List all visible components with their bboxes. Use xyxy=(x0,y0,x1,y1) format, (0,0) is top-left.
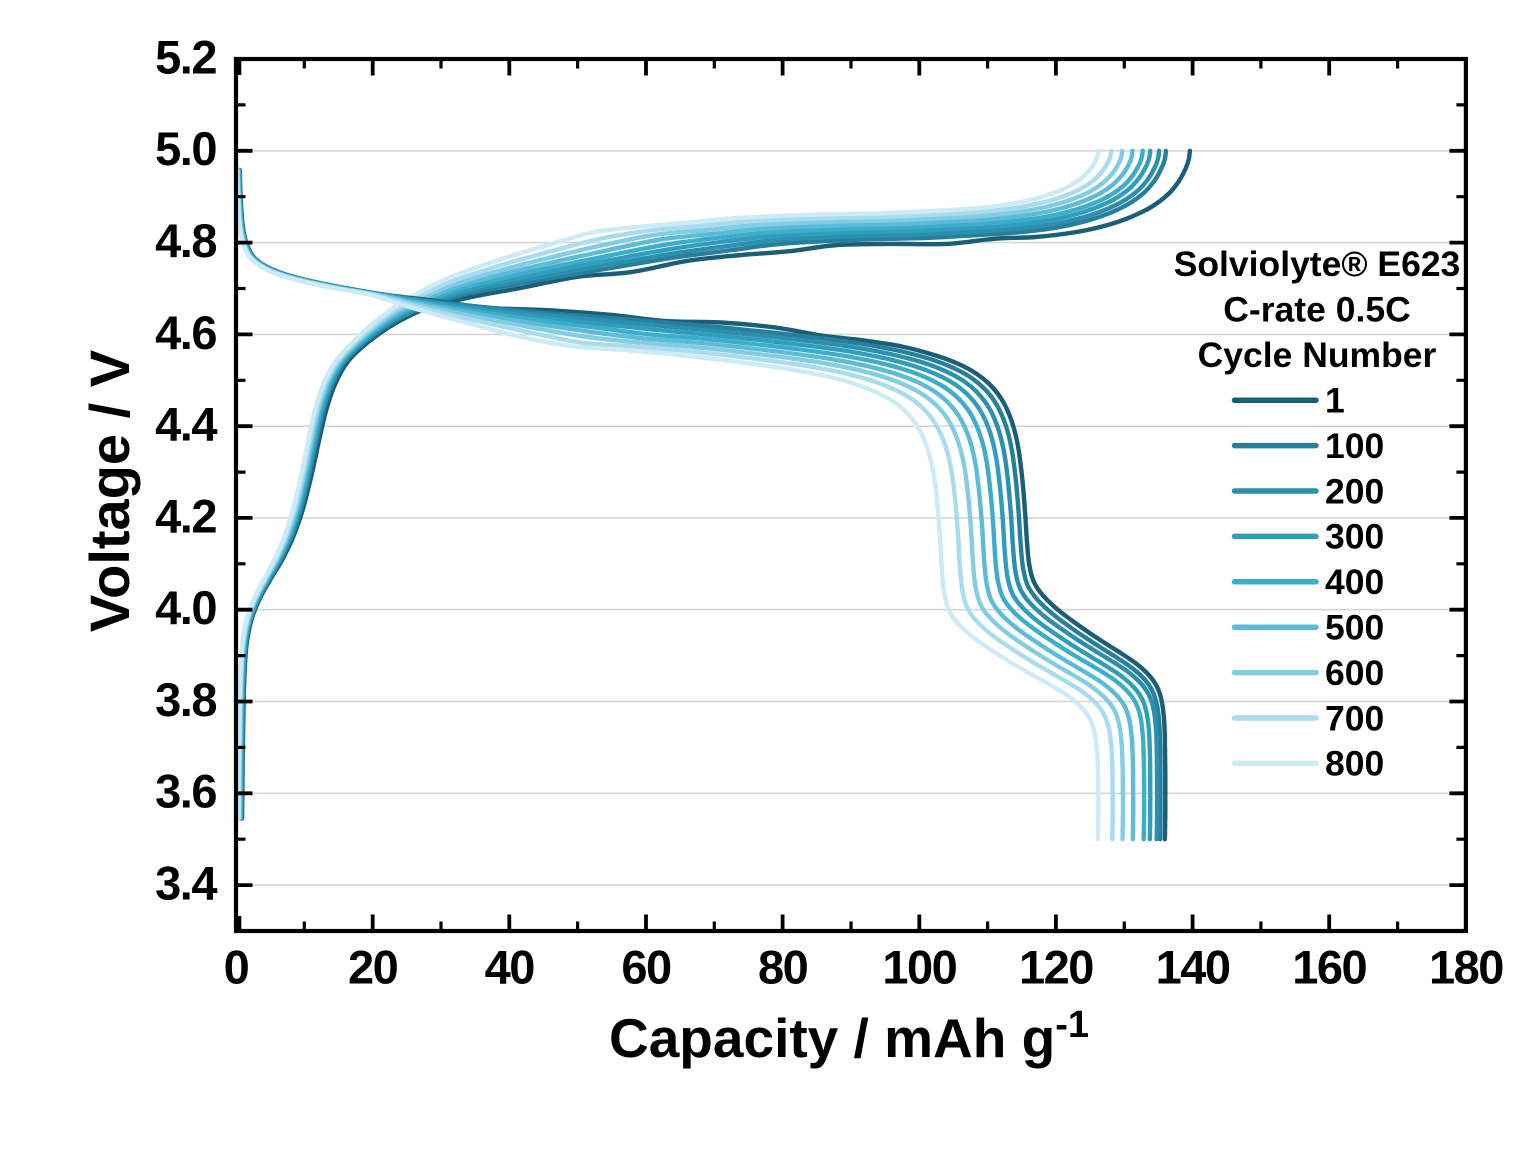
svg-text:20: 20 xyxy=(348,941,398,994)
svg-text:40: 40 xyxy=(485,941,535,994)
svg-text:4.6: 4.6 xyxy=(155,306,216,359)
svg-text:140: 140 xyxy=(1156,941,1230,994)
svg-text:100: 100 xyxy=(1325,426,1384,466)
svg-text:5.0: 5.0 xyxy=(155,122,216,175)
svg-text:500: 500 xyxy=(1325,608,1384,648)
svg-text:80: 80 xyxy=(758,941,808,994)
svg-text:60: 60 xyxy=(621,941,671,994)
svg-text:300: 300 xyxy=(1325,517,1384,557)
svg-text:700: 700 xyxy=(1325,698,1384,738)
svg-text:3.6: 3.6 xyxy=(155,765,216,818)
svg-text:1: 1 xyxy=(1325,381,1345,421)
svg-text:5.2: 5.2 xyxy=(155,30,216,83)
svg-text:3.4: 3.4 xyxy=(155,857,217,910)
svg-text:Solviolyte® E623: Solviolyte® E623 xyxy=(1174,244,1461,284)
svg-text:Voltage / V: Voltage / V xyxy=(78,350,141,632)
svg-text:3.8: 3.8 xyxy=(155,673,216,726)
svg-text:0: 0 xyxy=(224,941,249,994)
svg-text:4.2: 4.2 xyxy=(155,489,216,542)
svg-text:180: 180 xyxy=(1429,941,1503,994)
svg-text:160: 160 xyxy=(1292,941,1366,994)
svg-text:600: 600 xyxy=(1325,653,1384,693)
svg-text:C-rate 0.5C: C-rate 0.5C xyxy=(1223,289,1410,329)
svg-text:4.8: 4.8 xyxy=(155,214,216,267)
svg-text:400: 400 xyxy=(1325,562,1384,602)
svg-text:200: 200 xyxy=(1325,471,1384,511)
svg-text:4.0: 4.0 xyxy=(155,581,216,634)
svg-text:Capacity / mAh g-1: Capacity / mAh g-1 xyxy=(609,1004,1089,1069)
svg-text:800: 800 xyxy=(1325,744,1384,784)
svg-text:Cycle Number: Cycle Number xyxy=(1198,335,1437,375)
svg-text:120: 120 xyxy=(1019,941,1093,994)
svg-text:100: 100 xyxy=(882,941,956,994)
svg-text:4.4: 4.4 xyxy=(155,398,217,451)
